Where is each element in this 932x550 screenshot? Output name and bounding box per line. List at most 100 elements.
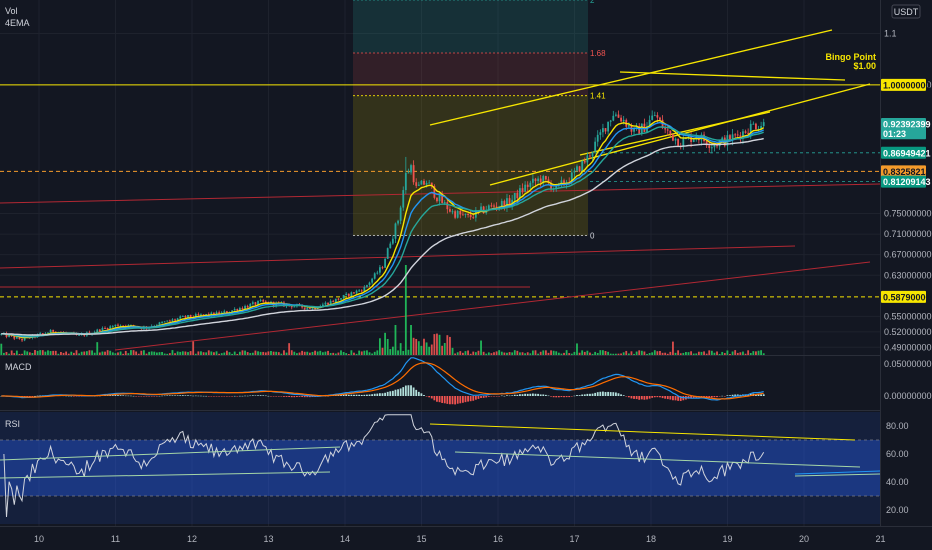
macd-histogram-bar [223,396,226,397]
volume-bar [176,351,179,355]
annotation-bingo-point[interactable]: Bingo Point [826,52,877,62]
volume-bar [625,350,628,355]
candle-body [8,335,10,337]
volume-bar [189,351,192,355]
time-axis[interactable]: 10 11 12 13 14 15 16 17 18 19 20 21 [34,534,886,544]
volume-indicator-label[interactable]: Vol [5,6,18,16]
macd-histogram-bar [386,391,389,396]
macd-histogram-bar [646,396,648,400]
candle-body [433,185,436,198]
macd-histogram-bar [565,396,568,398]
volume-bar [394,325,397,355]
volume-bar [285,352,288,355]
volume-bar [124,350,127,355]
volume-bar [10,350,13,355]
volume-bar [469,353,472,355]
macd-histogram-bar [301,396,304,397]
macd-histogram-bar [557,396,560,398]
candle-body [306,307,309,310]
candle-body [508,198,511,206]
macd-histogram-bar [371,394,374,396]
macd-histogram-bar [651,396,654,398]
macd-histogram-bar [31,396,34,397]
rsi-tick-label: 80.00 [886,421,909,431]
macd-histogram-bar [578,395,581,396]
volume-bar [519,352,521,355]
volume-bar [111,352,114,355]
volume-bar [368,352,371,355]
macd-histogram-bar [653,396,656,398]
macd-histogram-bar [762,394,765,396]
candle-body [368,282,371,286]
candle-body [363,286,366,292]
macd-histogram-bar [168,395,171,396]
volume-bar [143,350,145,355]
volume-bar [604,351,607,355]
volume-bar [373,351,376,355]
ema-indicator-label[interactable]: 4EMA [5,18,30,28]
volume-bar [334,353,337,355]
macd-axis[interactable]: 0.05000000 0.00000000 [884,359,932,401]
macd-histogram-bar [353,394,355,396]
volume-bar [184,351,187,355]
volume-bar [363,350,366,355]
candle-body [638,126,641,135]
candle-body [617,114,620,118]
volume-bar [244,350,246,355]
currency-badge[interactable] [891,4,921,19]
macd-histogram-bar [425,396,428,397]
fib-retracement[interactable]: 2 1.68 1.41 0 [353,0,606,241]
candle-body [93,332,96,334]
macd-pane [0,357,765,405]
candle-body [555,184,558,189]
candle-body [576,166,578,171]
volume-bar [127,353,130,355]
volume-bar [692,353,695,355]
candle-body [672,134,674,141]
macd-histogram-bar [155,396,158,397]
macd-histogram-bar [298,396,301,397]
volume-bar [508,352,511,355]
annotation-price[interactable]: $1.00 [853,61,876,71]
volume-bar [547,352,550,355]
volume-bar [179,351,182,355]
volume-bar [327,350,329,355]
price-tick-label: 0.71000000 [884,229,932,239]
volume-bar [646,353,648,355]
candle-body [656,115,659,118]
volume-bar [586,350,589,355]
candle-body [210,312,213,316]
candle-body [705,141,708,146]
macd-histogram-bar [731,394,734,396]
candle-body [674,138,677,141]
macd-histogram-bar [231,396,234,397]
volume-bar [602,350,604,355]
candle-body [633,127,635,132]
volume-bar [241,350,244,355]
macd-histogram-bar [176,395,179,396]
macd-histogram-bar [482,396,485,398]
time-tick-label: 13 [263,534,273,544]
time-tick-label: 15 [416,534,426,544]
macd-histogram-bar [119,395,122,396]
candle-body [493,205,495,207]
time-tick-label: 14 [340,534,350,544]
volume-bar [747,350,750,355]
macd-histogram-bar [28,396,31,397]
volume-bar [62,352,65,355]
candle-body [371,278,374,283]
volume-bar [389,349,392,355]
rsi-axis[interactable]: 80.00 60.00 40.00 20.00 [886,421,909,515]
candle-body [205,313,208,316]
macd-indicator-label[interactable]: MACD [5,362,32,372]
candle-body [290,305,293,308]
volume-bar [264,352,267,355]
rsi-indicator-label[interactable]: RSI [5,419,20,429]
macd-histogram-bar [480,396,482,398]
price-axis[interactable]: 1.1 1.00000000 0.75000000 0.71000000 0.67000… [881,28,932,352]
volume-bar [684,352,687,355]
volume-bar [311,351,314,355]
volume-bar [28,352,31,355]
candle-body [451,211,454,213]
